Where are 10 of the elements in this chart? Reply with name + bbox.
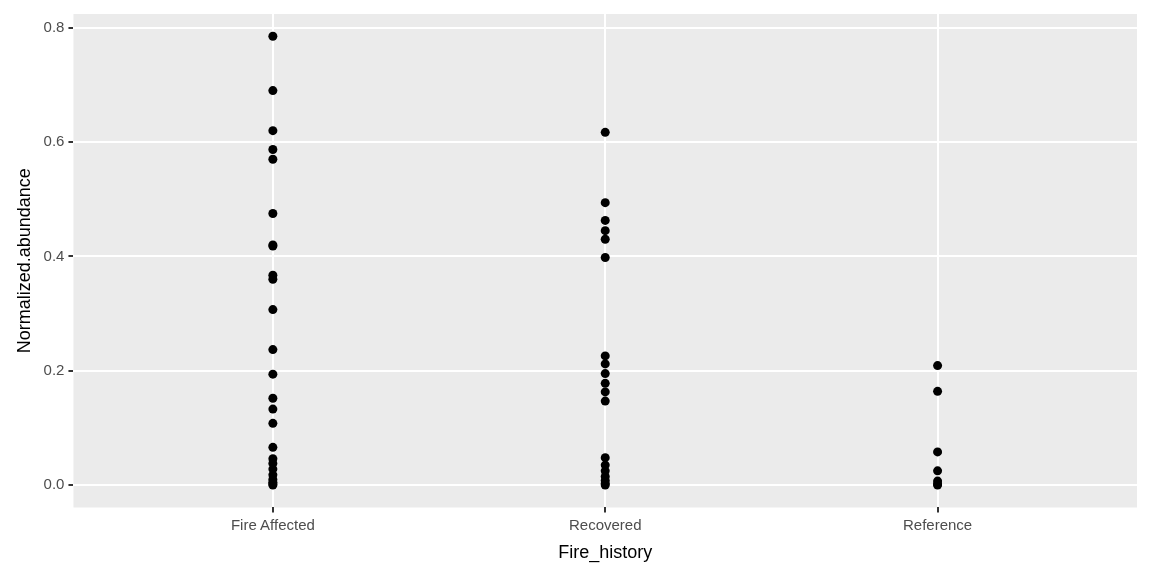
x-tick-label: Fire Affected bbox=[230, 515, 315, 533]
y-tick-label: 0.6 bbox=[43, 132, 65, 150]
y-tick-label: 0.2 bbox=[43, 360, 65, 378]
y-tick-label: 0.0 bbox=[43, 475, 65, 493]
y-axis-title: Normalized.abundance bbox=[13, 168, 34, 354]
x-tick-label: Recovered bbox=[568, 515, 642, 533]
y-tick-label: 0.4 bbox=[43, 246, 65, 264]
x-tick-label: Reference bbox=[902, 515, 973, 533]
y-tick-label: 0.8 bbox=[43, 17, 65, 35]
x-axis-title: Fire_history bbox=[558, 542, 653, 564]
